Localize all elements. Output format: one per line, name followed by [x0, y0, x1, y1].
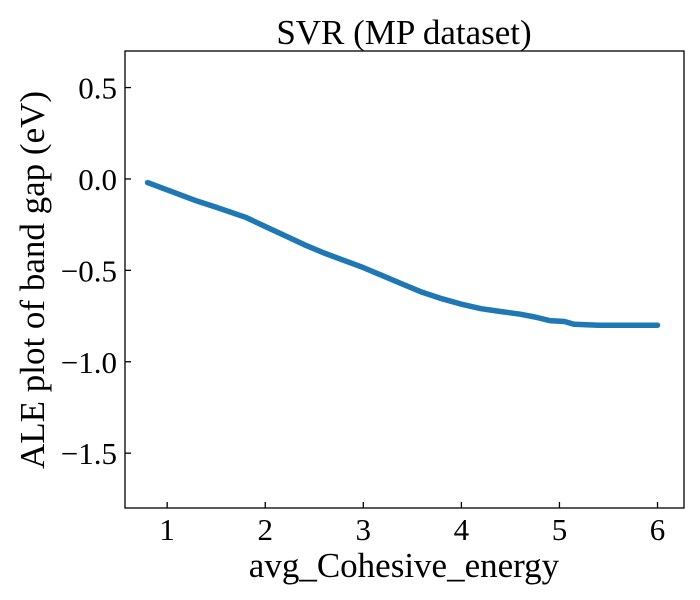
y-tick-label: −0.5 — [61, 253, 117, 288]
x-tick-label: 6 — [650, 512, 666, 547]
x-tick-label: 1 — [159, 512, 175, 547]
chart-title: SVR (MP dataset) — [276, 13, 531, 52]
y-tick-label: 0.0 — [78, 162, 117, 197]
x-tick-label: 5 — [552, 512, 568, 547]
y-tick-label: 0.5 — [78, 71, 117, 106]
x-tick-label: 3 — [356, 512, 372, 547]
y-tick-label: −1.5 — [61, 436, 117, 471]
x-tick-label: 2 — [257, 512, 273, 547]
y-tick-label: −1.0 — [61, 345, 117, 380]
x-axis-label: avg_Cohesive_energy — [249, 546, 560, 585]
x-axis: 1 2 3 4 5 6 — [159, 502, 665, 547]
series-line — [144, 179, 661, 328]
plot-frame — [124, 50, 685, 509]
y-axis: 0.5 0.0 −0.5 −1.0 −1.5 — [61, 71, 131, 471]
plot-area — [144, 179, 661, 328]
y-axis-label: ALE plot of band gap (eV) — [13, 91, 52, 469]
x-tick-label: 4 — [454, 512, 470, 547]
